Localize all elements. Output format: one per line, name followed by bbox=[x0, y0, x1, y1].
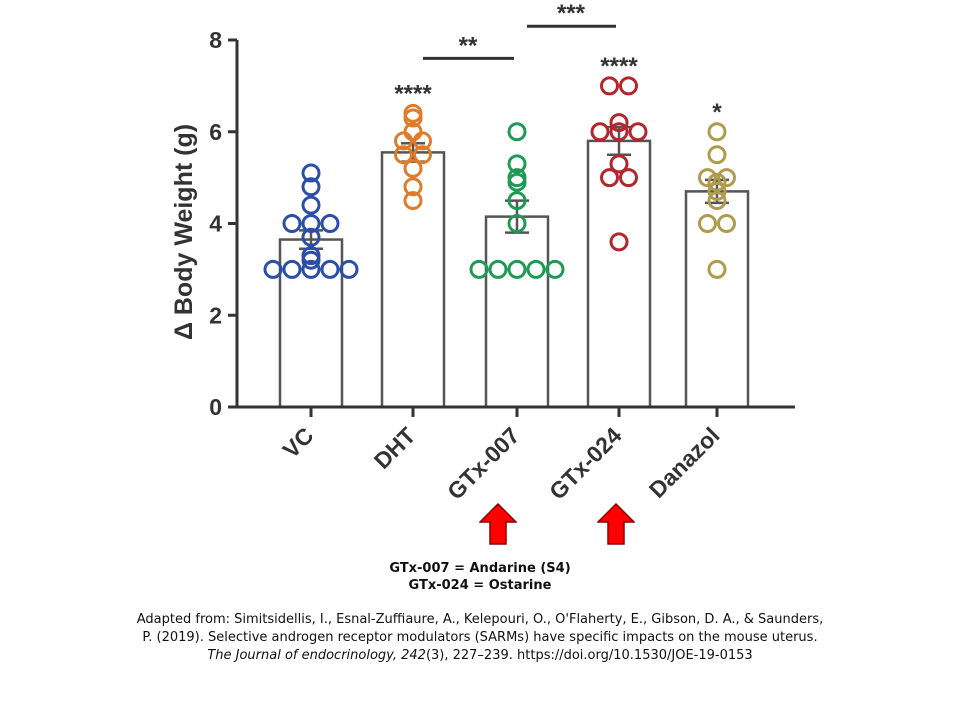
data-point bbox=[282, 214, 302, 233]
y-tick-label: 2 bbox=[209, 302, 222, 328]
data-point bbox=[301, 259, 321, 279]
data-point bbox=[507, 259, 527, 279]
data-point bbox=[609, 154, 629, 174]
data-point bbox=[545, 259, 565, 279]
x-tick-label: GTx-007 bbox=[442, 422, 525, 505]
y-tick-label: 4 bbox=[209, 211, 222, 237]
data-point bbox=[619, 76, 638, 96]
data-point bbox=[301, 227, 321, 247]
y-tick-label: 0 bbox=[209, 394, 222, 420]
data-point bbox=[469, 259, 489, 279]
data-point bbox=[301, 214, 321, 233]
significance-stars: * bbox=[712, 99, 722, 126]
y-axis-label: Δ Body Weight (g) bbox=[170, 124, 198, 340]
data-point bbox=[403, 108, 423, 128]
bar-gtx-007 bbox=[484, 215, 550, 409]
x-tick-label: GTx-024 bbox=[544, 422, 627, 505]
citation-details: (3), 227–239. https://doi.org/10.1530/JO… bbox=[425, 648, 753, 663]
bar-dht bbox=[380, 151, 446, 409]
source-citation: Adapted from: Simitsidellis, I., Esnal-Z… bbox=[130, 611, 830, 665]
comparison-label: *** bbox=[557, 0, 586, 27]
data-point bbox=[590, 122, 610, 142]
data-point bbox=[707, 145, 727, 165]
data-point bbox=[394, 145, 413, 165]
data-point bbox=[507, 172, 527, 192]
up-arrow-icon bbox=[479, 503, 517, 545]
data-point bbox=[707, 191, 727, 211]
data-point bbox=[339, 259, 359, 279]
x-tick-label: DHT bbox=[369, 422, 421, 474]
data-point bbox=[698, 168, 717, 188]
data-point bbox=[707, 259, 727, 279]
data-point bbox=[600, 168, 619, 188]
y-tick-label: 6 bbox=[209, 119, 222, 145]
data-point bbox=[619, 168, 638, 188]
data-point bbox=[301, 250, 321, 270]
data-point bbox=[609, 232, 629, 252]
data-point bbox=[628, 122, 648, 142]
x-tick-label: VC bbox=[278, 422, 319, 463]
y-tick-label: 8 bbox=[209, 27, 222, 53]
data-point bbox=[413, 131, 432, 151]
citation-text: Adapted from: Simitsidellis, I., Esnal-Z… bbox=[136, 612, 824, 645]
data-point bbox=[600, 76, 619, 96]
data-point bbox=[320, 214, 340, 233]
data-point bbox=[707, 181, 727, 201]
data-point bbox=[698, 214, 717, 233]
data-points-layer bbox=[263, 76, 736, 279]
data-point bbox=[394, 131, 413, 151]
data-point bbox=[507, 122, 527, 142]
bar-gtx-024 bbox=[586, 139, 652, 409]
data-point bbox=[413, 145, 432, 165]
data-point bbox=[301, 177, 321, 197]
bars-layer bbox=[278, 139, 750, 409]
up-arrow-icon bbox=[597, 503, 635, 545]
data-point bbox=[488, 259, 508, 279]
data-point bbox=[507, 154, 527, 174]
significance-stars: **** bbox=[394, 80, 432, 107]
key-line-gtx007: GTx-007 = Andarine (S4) bbox=[389, 561, 571, 576]
compound-key: GTx-007 = Andarine (S4) GTx-024 = Ostari… bbox=[0, 560, 960, 594]
data-point bbox=[320, 259, 340, 279]
data-point bbox=[526, 259, 546, 279]
data-point bbox=[507, 214, 527, 233]
data-point bbox=[609, 122, 629, 142]
significance-stars: **** bbox=[600, 53, 638, 80]
data-point bbox=[717, 214, 736, 233]
data-point bbox=[707, 172, 727, 192]
comparison-label: ** bbox=[459, 32, 478, 59]
data-point bbox=[707, 122, 727, 142]
data-point bbox=[282, 259, 302, 279]
data-point bbox=[301, 163, 321, 183]
x-tick-label: Danazol bbox=[644, 422, 725, 503]
data-point bbox=[403, 158, 423, 178]
data-point bbox=[403, 191, 423, 211]
data-point bbox=[609, 113, 629, 133]
data-point bbox=[717, 168, 736, 188]
key-line-gtx024: GTx-024 = Ostarine bbox=[408, 578, 552, 593]
bar-danazol bbox=[684, 190, 750, 409]
data-point bbox=[507, 191, 527, 211]
citation-journal: The Journal of endocrinology, 242 bbox=[207, 648, 426, 663]
data-point bbox=[263, 259, 283, 279]
data-point bbox=[403, 177, 423, 197]
annotations-layer: ************** bbox=[394, 0, 722, 126]
data-point bbox=[301, 195, 321, 215]
